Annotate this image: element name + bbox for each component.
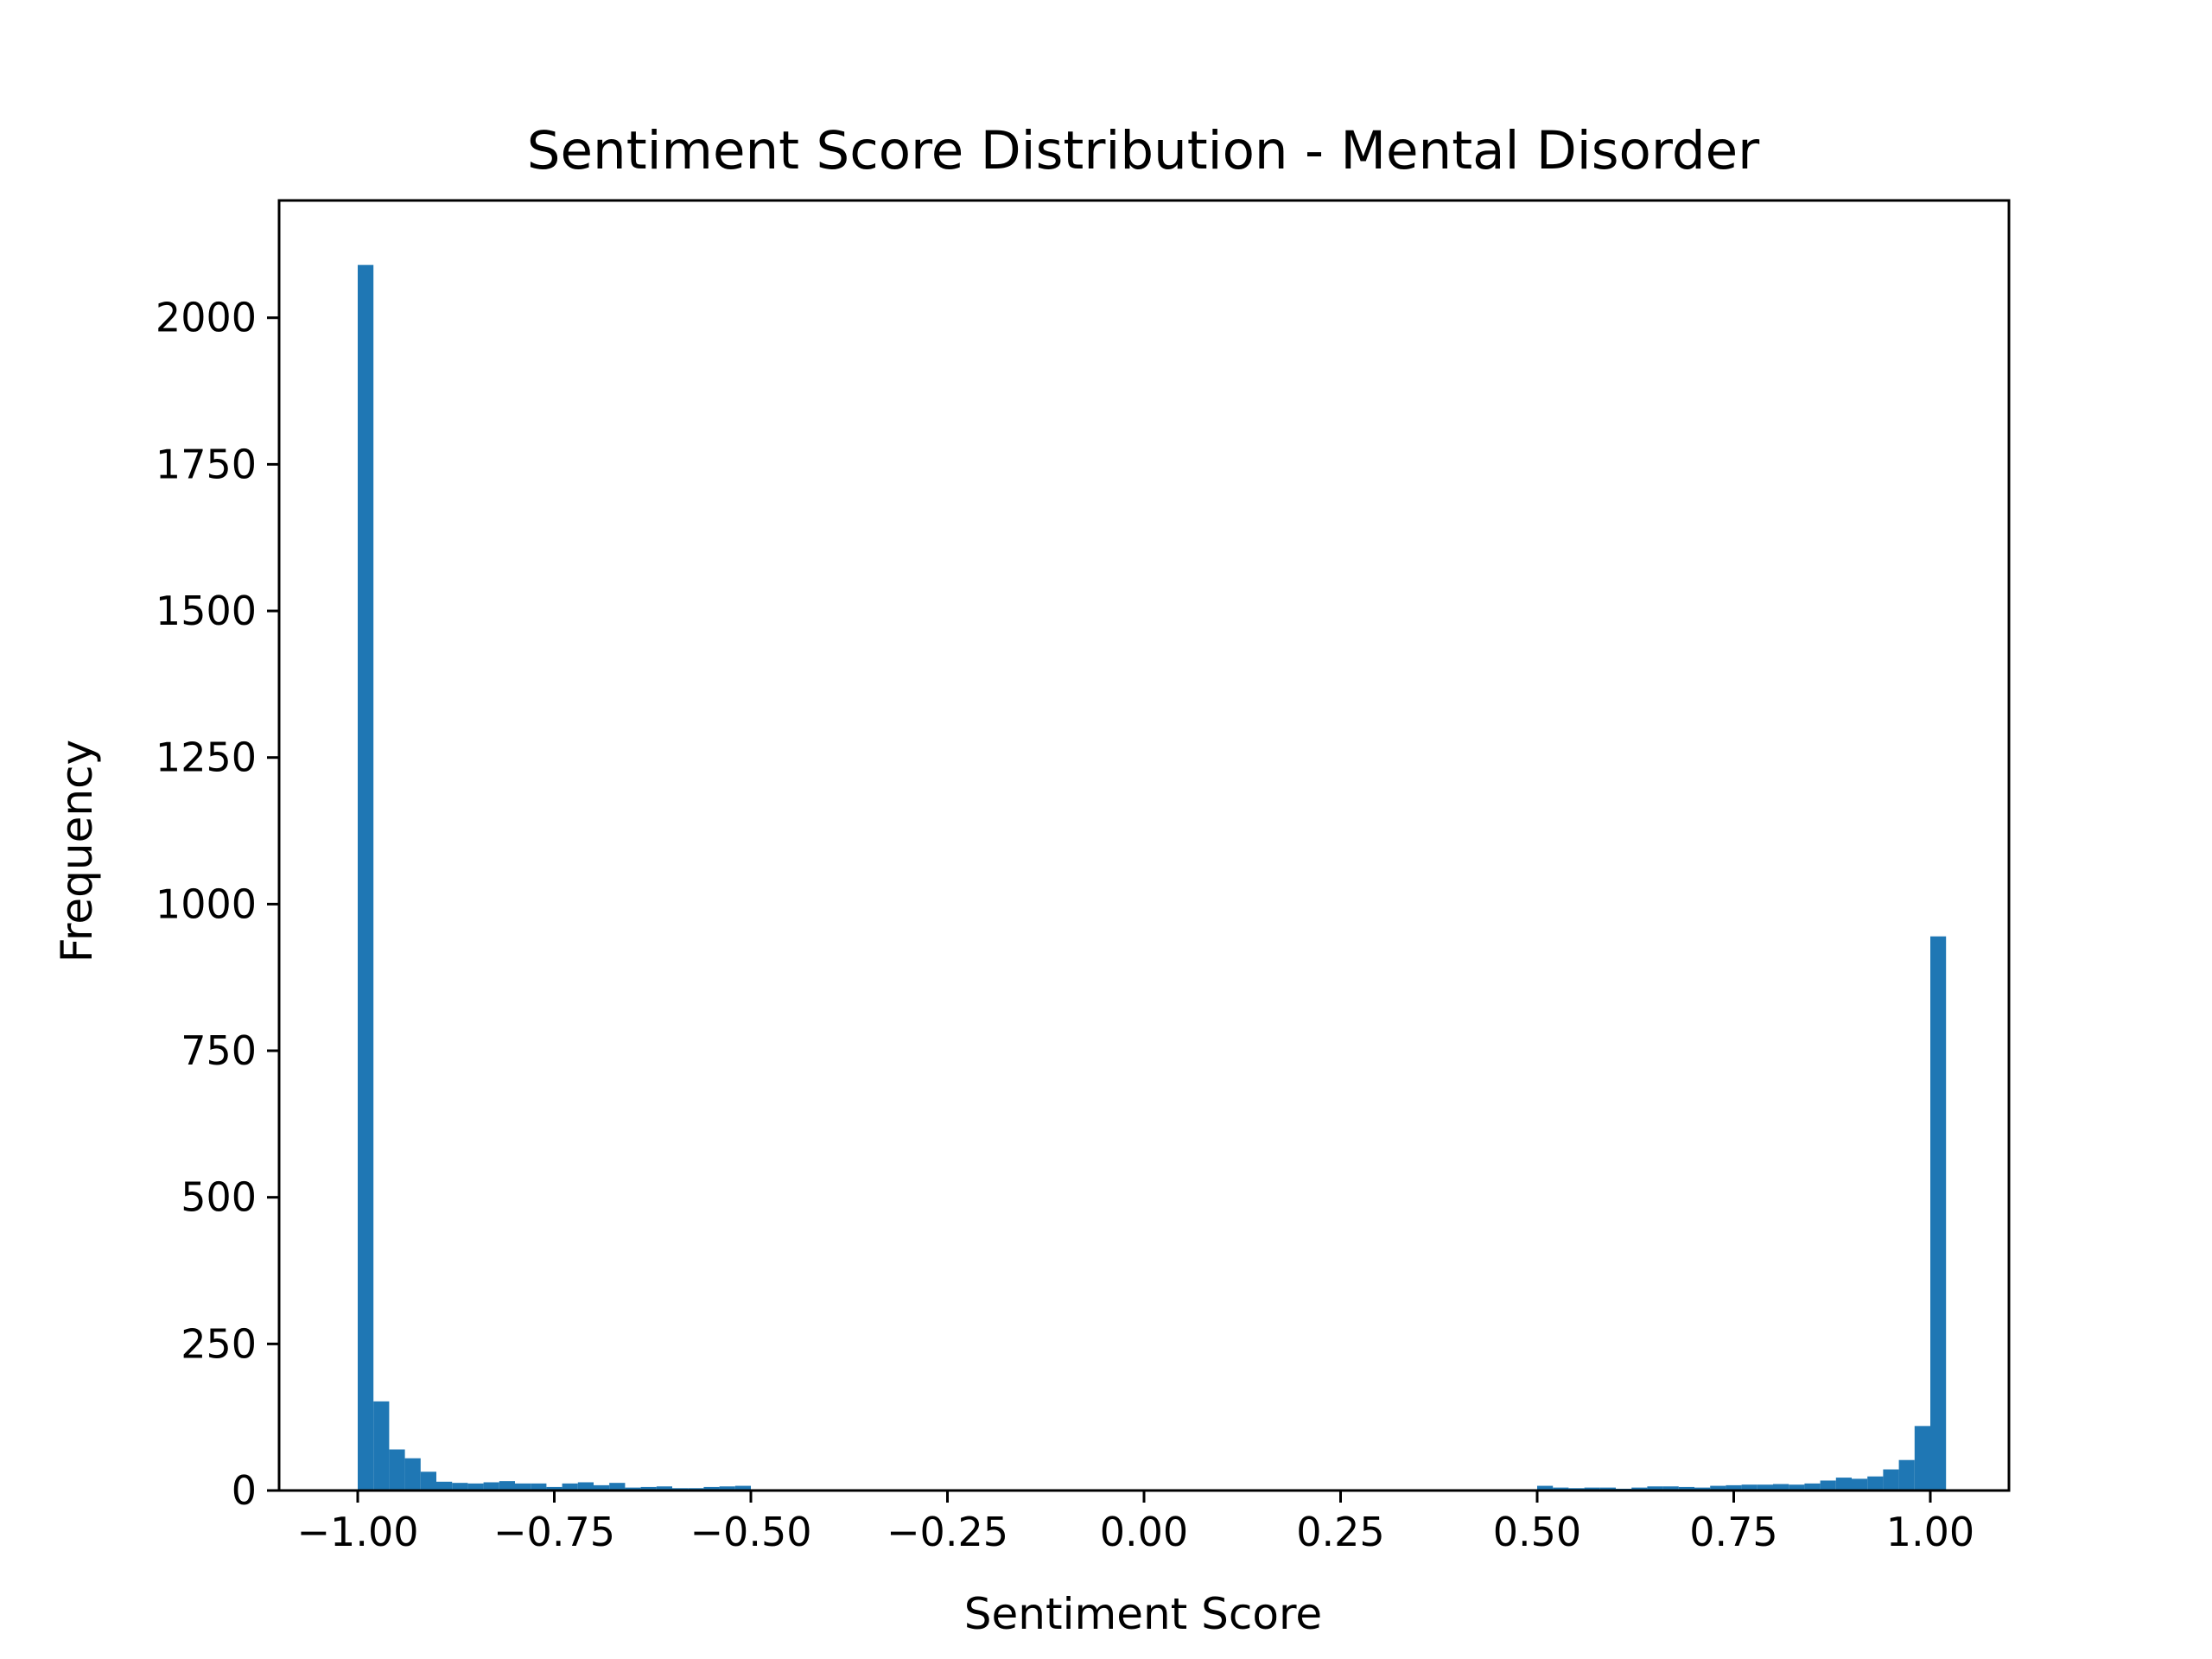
y-tick-label: 0 [232,1467,257,1514]
histogram-bar [1804,1483,1821,1491]
x-axis-label: Sentiment Score [964,1589,1322,1639]
x-tick-label: −0.25 [887,1509,1008,1555]
histogram-bar [452,1483,468,1491]
histogram-bar [499,1481,515,1491]
histogram-bar [373,1401,390,1491]
histogram-bar [1773,1484,1789,1491]
histogram-bar [1584,1487,1600,1491]
histogram-bar [1710,1485,1726,1491]
histogram-bar [358,264,374,1491]
x-tick-label: −1.00 [297,1509,419,1555]
histogram-bar [562,1483,578,1491]
chart-title: Sentiment Score Distribution - Mental Di… [527,120,1760,181]
histogram-bar [531,1483,547,1491]
histogram-bar [1757,1484,1773,1491]
histogram-bar [1599,1487,1616,1491]
y-axis-label: Frequency [52,740,102,963]
histogram-bar [1553,1487,1569,1491]
histogram-bar [1820,1480,1836,1491]
histogram-bar [1867,1476,1884,1491]
histogram-bar [1647,1486,1663,1491]
histogram-bar [1883,1469,1899,1491]
histogram-bar [420,1471,436,1491]
histogram-bar [1741,1484,1758,1491]
x-tick-label: 0.00 [1100,1509,1188,1555]
histogram-bar [1694,1487,1711,1491]
y-tick-label: 1750 [156,441,257,487]
x-tick-label: −0.75 [493,1509,615,1555]
histogram-bar [1930,936,1947,1491]
histogram-bar [1898,1459,1915,1491]
histogram-bar [577,1482,594,1491]
y-tick-label: 1500 [156,588,257,634]
x-tick-label: 0.50 [1493,1509,1581,1555]
x-tick-label: −0.50 [690,1509,812,1555]
histogram-bars [358,264,1947,1491]
histogram-bar [1914,1426,1930,1491]
histogram-bar [1726,1484,1742,1491]
histogram-bar [483,1482,499,1491]
histogram-bar [1631,1487,1648,1491]
histogram-bar [640,1486,657,1491]
histogram-bar [546,1486,563,1491]
y-tick-label: 500 [181,1174,257,1221]
histogram-bar [467,1483,484,1491]
histogram-bar [436,1481,453,1491]
histogram-bar [1835,1478,1852,1491]
histogram-bar [656,1486,672,1491]
histogram-bar [734,1485,751,1491]
histogram-bar [1789,1484,1805,1491]
histogram-bar [703,1486,720,1491]
histogram-bar [609,1483,626,1491]
histogram-bar [719,1486,735,1491]
histogram-bar [404,1458,421,1491]
histogram-bar [1678,1486,1694,1491]
x-tick-label: 0.25 [1296,1509,1384,1555]
histogram-bar [1537,1485,1554,1491]
histogram-bar [515,1483,531,1491]
histogram-bar [1662,1486,1679,1491]
histogram-bar [1852,1478,1868,1491]
y-tick-label: 2000 [156,295,257,341]
y-tick-label: 1000 [156,880,257,927]
plot-frame [277,199,2011,1492]
x-tick-label: 0.75 [1689,1509,1777,1555]
histogram-bar [625,1487,641,1491]
histogram-bar [389,1449,405,1491]
histogram-bar [594,1484,610,1491]
y-tick-label: 250 [181,1320,257,1367]
y-tick-label: 1250 [156,734,257,781]
y-tick-label: 750 [181,1027,257,1074]
x-tick-label: 1.00 [1886,1509,1974,1555]
x-axis-ticks: −1.00 −0.75 −0.50 −0.25 0.00 0.25 0.50 0.75 1.00 [297,1491,1974,1555]
y-axis-ticks: 0 250 500 750 1000 1250 1500 1750 2000 [156,295,279,1514]
